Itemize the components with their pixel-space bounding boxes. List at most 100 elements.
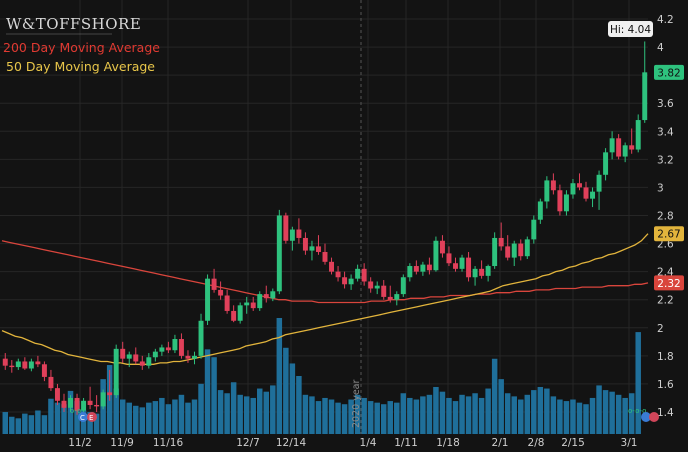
candle-body: [400, 277, 406, 295]
earnings-marker-icon[interactable]: [87, 412, 97, 422]
ma200-badge-label: 2.32: [657, 278, 680, 290]
volume-bar: [237, 394, 243, 434]
dividend-marker-icon-right[interactable]: [641, 412, 651, 422]
candle-body: [570, 183, 576, 195]
y-tick-label: 3.2: [657, 154, 674, 166]
volume-bar: [380, 404, 387, 434]
volume-bar: [198, 383, 204, 434]
candle-body: [133, 354, 139, 362]
candle-body: [2, 358, 8, 366]
marker-glyph-a: C: [80, 414, 85, 422]
volume-bar: [22, 413, 28, 434]
x-tick-label: 1/4: [360, 437, 377, 449]
candle-body: [485, 266, 491, 276]
volume-bar: [289, 363, 296, 434]
split-marker-right: o-o-o: [628, 407, 646, 415]
volume-bar: [348, 399, 354, 434]
candle-body: [635, 120, 641, 150]
candle-body: [263, 294, 269, 299]
volume-bar: [459, 394, 465, 434]
candle-body: [198, 320, 204, 356]
volume-bar: [491, 358, 498, 434]
volume-bar: [341, 404, 348, 434]
volume-bar: [557, 399, 563, 434]
candle-body: [126, 354, 132, 359]
candle-body: [439, 240, 445, 254]
legend-ma200: 200 Day Moving Average: [3, 40, 160, 55]
candle-body: [178, 339, 184, 356]
volume-bar: [113, 388, 119, 434]
year-marker: 2020 year: [351, 0, 362, 434]
volume-bar: [61, 404, 67, 434]
volume-bar: [615, 394, 622, 434]
volume-bar: [48, 398, 54, 434]
y-tick-label: 3: [657, 182, 664, 194]
volume-bar: [622, 397, 628, 434]
candle-body: [361, 268, 367, 282]
volume-bar: [452, 401, 459, 434]
legend-ma50: 50 Day Moving Average: [6, 59, 155, 74]
candle-body: [139, 361, 145, 366]
volume-bar: [544, 388, 550, 434]
volume-bar: [80, 410, 87, 434]
ma200-badge: 2.32: [654, 275, 684, 291]
candle-body: [94, 404, 100, 407]
year-label: 2020 year: [351, 380, 362, 428]
volume-bar: [511, 396, 517, 434]
volume-bar: [465, 396, 472, 434]
volume-bar: [146, 402, 152, 434]
candle-body: [466, 257, 472, 278]
volume-bar: [191, 399, 198, 434]
volume-bar: [609, 391, 615, 434]
volume-bar: [394, 402, 400, 434]
volume-bar: [119, 399, 126, 434]
hi-badge: Hi: 4.04: [608, 21, 653, 37]
y-axis-ticks: 1.41.61.822.22.42.62.833.23.43.63.844.2: [657, 14, 674, 419]
volume-bar: [283, 347, 289, 434]
candle-body: [544, 180, 550, 202]
candle-body: [192, 355, 197, 359]
candle-body: [518, 243, 524, 257]
volume-bar: [426, 394, 433, 434]
last-price-badge-bg: [654, 64, 684, 80]
volume-bar: [243, 396, 250, 434]
volume-bar: [407, 397, 413, 434]
volume-bar: [250, 397, 256, 434]
candle-body: [342, 277, 348, 285]
volume-bar: [433, 386, 439, 434]
volume-bar: [361, 397, 367, 434]
candle-body: [335, 271, 341, 278]
dividend-marker-icon[interactable]: [78, 412, 88, 422]
candle-body: [205, 278, 211, 321]
volume-bar: [400, 393, 407, 434]
candle-body: [61, 400, 67, 408]
volume-bar: [328, 399, 335, 434]
candle-body: [146, 357, 152, 366]
candle-body: [498, 237, 504, 247]
volume-bar: [87, 412, 93, 434]
hi-badge-bg: [608, 21, 653, 37]
y-tick-label: 1.6: [657, 379, 674, 391]
volume-bar: [472, 393, 478, 434]
candle-body: [172, 339, 178, 351]
y-tick-label: 1.8: [657, 351, 674, 363]
candle-body: [629, 145, 635, 150]
candle-body: [550, 180, 556, 191]
volume-bar: [257, 388, 263, 434]
volume-bar: [563, 401, 570, 434]
candle-body: [479, 268, 485, 276]
y-tick-label: 4.2: [657, 14, 674, 26]
y-tick-label: 2.8: [657, 211, 674, 223]
earnings-marker-icon-right[interactable]: [649, 412, 659, 422]
candle-body: [492, 237, 498, 267]
volume-bar: [296, 376, 302, 434]
logo-text: W&TOFFSHORE: [6, 15, 141, 33]
candle-body: [15, 361, 21, 368]
volume-bar: [2, 412, 9, 434]
volume-bar: [576, 402, 583, 434]
x-tick-label: 12/7: [236, 437, 260, 449]
candle-body: [537, 201, 543, 220]
candle-body: [28, 361, 34, 369]
